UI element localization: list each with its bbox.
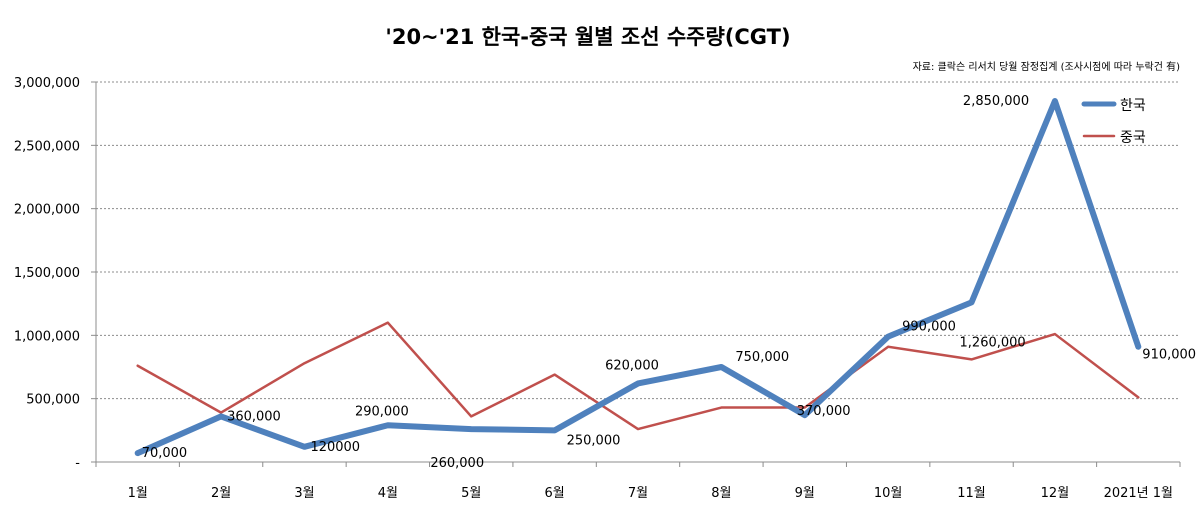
x-tick-label: 4월	[378, 486, 398, 501]
source-note: 자료: 클락슨 리서치 당월 잠정집계 (조사시점에 따라 누락건 有)	[913, 60, 1181, 73]
y-tick-label: 3,000,000	[14, 76, 80, 91]
x-tick-label: 6월	[544, 486, 564, 501]
y-tick-label: 500,000	[26, 393, 80, 408]
data-label: 750,000	[735, 350, 789, 365]
legend-label-korea: 한국	[1120, 98, 1146, 114]
data-label: 990,000	[902, 320, 956, 335]
data-labels: 70,000 360,000 120000 290,000 260,000 250,000…	[142, 94, 1196, 471]
data-label: 1,260,000	[960, 335, 1026, 350]
x-tick-label: 10월	[874, 486, 903, 501]
x-tick-label: 5월	[461, 486, 481, 501]
x-tick-label: 2021년 1월	[1104, 486, 1173, 501]
x-tick-label: 12월	[1041, 486, 1070, 501]
data-label: 910,000	[1142, 348, 1196, 363]
gridlines	[96, 81, 1180, 400]
series-china-line	[136, 321, 1140, 431]
x-tick-label: 7월	[628, 486, 648, 501]
x-tick-label: 3월	[294, 486, 314, 501]
y-tick-label: 1,000,000	[14, 329, 80, 344]
data-label: 250,000	[567, 433, 621, 448]
x-tick-label: 2월	[211, 486, 231, 501]
data-label: 120000	[310, 440, 360, 455]
data-label: 260,000	[430, 456, 484, 471]
y-tick-label: 2,000,000	[14, 203, 80, 218]
legend-label-china: 중국	[1120, 130, 1146, 146]
data-label: 370,000	[797, 404, 851, 419]
data-label: 620,000	[605, 358, 659, 373]
x-tick-label: 1월	[128, 486, 148, 501]
x-tick-label: 9월	[795, 486, 815, 501]
series-lines	[134, 98, 1142, 457]
y-tick-label: -	[75, 456, 80, 471]
data-label: 290,000	[355, 404, 409, 419]
axes: - 500,000 1,000,000 1,500,000 2,000,000 2,500…	[14, 76, 1181, 501]
x-tick-label: 8월	[711, 486, 731, 501]
y-tick-label: 2,500,000	[14, 139, 80, 154]
y-tick-label: 1,500,000	[14, 266, 80, 281]
chart-title: '20~'21 한국-중국 월별 조선 수주량(CGT)	[385, 25, 790, 49]
series-korea-line	[134, 98, 1142, 457]
data-label: 2,850,000	[963, 94, 1029, 109]
x-tick-label: 11월	[957, 486, 986, 501]
data-label: 360,000	[227, 409, 281, 424]
data-label: 70,000	[142, 446, 188, 461]
